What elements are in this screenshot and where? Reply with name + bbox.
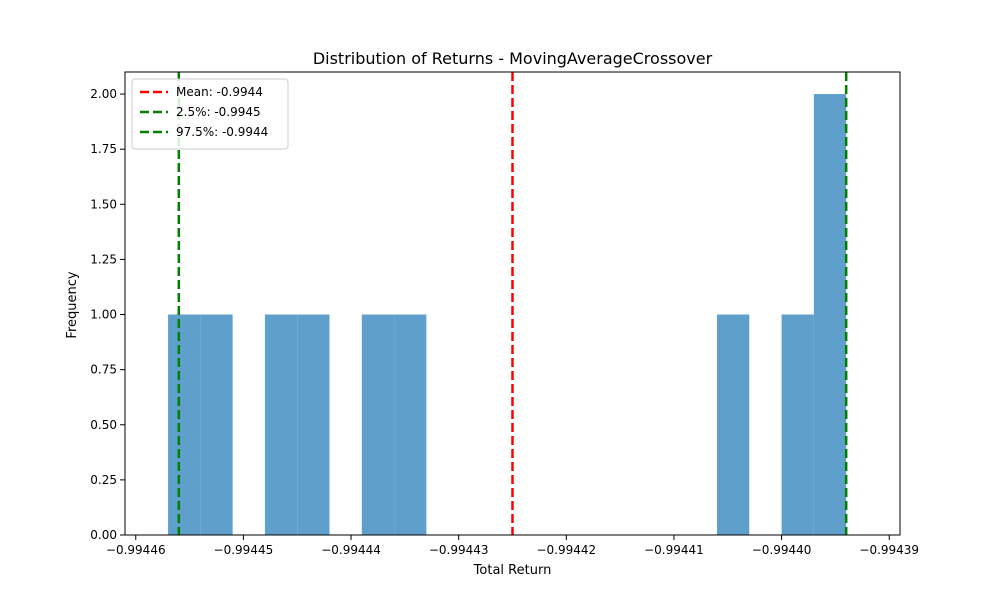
x-tick-label: −0.99446 [106, 543, 166, 557]
chart-title: Distribution of Returns - MovingAverageC… [313, 49, 713, 68]
histogram-bar [813, 94, 847, 536]
histogram-bar [394, 314, 427, 535]
x-tick-label: −0.99445 [214, 543, 274, 557]
histogram-bar [200, 314, 233, 535]
legend: Mean: -0.9944 2.5%: -0.9945 97.5%: -0.9944 [131, 78, 289, 150]
histogram-bar [168, 314, 201, 535]
y-tick-label: 0.00 [90, 528, 117, 542]
x-tick-label: −0.99440 [752, 543, 812, 557]
y-tick-label: 2.00 [90, 87, 117, 101]
x-tick-label: −0.99442 [536, 543, 596, 557]
x-tick-label: −0.99443 [429, 543, 489, 557]
x-axis-label: Total Return [473, 563, 552, 578]
y-tick-label: 1.25 [90, 252, 117, 266]
x-tick-label: −0.99441 [644, 543, 704, 557]
legend-box [131, 78, 289, 150]
histogram-bar [361, 314, 395, 535]
legend-label: 97.5%: -0.9944 [176, 125, 268, 139]
histogram-bar [717, 314, 750, 535]
plot-area: −0.99446 −0.99445 −0.99444 −0.99443 −0.99442… [90, 71, 919, 557]
legend-label: Mean: -0.9944 [176, 85, 263, 99]
histogram-bar [297, 314, 330, 535]
y-tick-label: 1.00 [90, 308, 117, 322]
y-tick-label: 0.50 [90, 418, 117, 432]
y-tick-label: 0.25 [90, 473, 117, 487]
histogram-bar [264, 314, 298, 535]
x-tick-label: −0.99444 [321, 543, 381, 557]
y-tick-label: 1.50 [90, 197, 117, 211]
histogram-bar [781, 314, 814, 535]
plot-frame [124, 71, 901, 536]
y-axis-label: Frequency [65, 271, 80, 338]
legend-label: 2.5%: -0.9945 [176, 105, 261, 119]
y-tick-label: 0.75 [90, 363, 117, 377]
y-tick-label: 1.75 [90, 142, 117, 156]
x-tick-label: −0.99439 [859, 543, 919, 557]
